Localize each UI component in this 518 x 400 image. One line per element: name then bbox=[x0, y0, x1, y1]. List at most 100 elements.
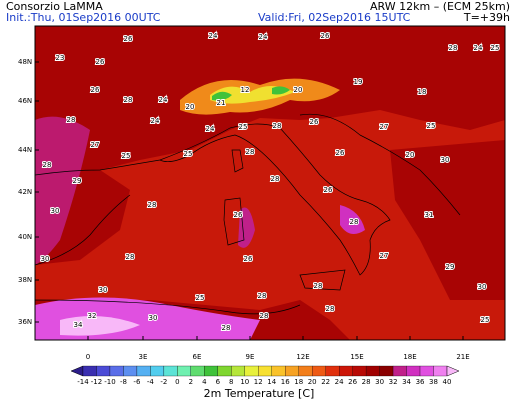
colorbar-segment bbox=[204, 365, 218, 377]
org-name: Consorzio LaMMA bbox=[6, 0, 103, 13]
init-time: Init.:Thu, 01Sep2016 00UTC bbox=[6, 11, 161, 24]
station-value: 26 bbox=[324, 186, 333, 194]
station-value: 25 bbox=[184, 150, 193, 158]
colorbar-arrow-left bbox=[70, 365, 84, 377]
colorbar-segment bbox=[190, 365, 205, 377]
station-value: 21 bbox=[217, 99, 226, 107]
colorbar-segment bbox=[419, 365, 434, 377]
colorbar-segment bbox=[392, 365, 407, 377]
station-value: 24 bbox=[151, 117, 160, 125]
colorbar-segment bbox=[177, 365, 192, 377]
colorbar-label: 6 bbox=[216, 378, 221, 386]
colorbar-segment bbox=[338, 365, 353, 377]
colorbar-segment bbox=[123, 365, 138, 377]
colorbar-label: 20 bbox=[308, 378, 317, 386]
lon-label: 9E bbox=[246, 353, 255, 361]
hot-area bbox=[35, 116, 90, 266]
station-value: 24 bbox=[259, 33, 268, 41]
colorbar-label: -2 bbox=[160, 378, 167, 386]
colorbar-label: -10 bbox=[104, 378, 115, 386]
colorbar-segment bbox=[244, 365, 259, 377]
lead-time: T=+39h bbox=[463, 11, 510, 24]
colorbar-label: -4 bbox=[147, 378, 155, 386]
model-name: ARW 12km – (ECM 25km) bbox=[370, 0, 510, 13]
colorbar-label: 8 bbox=[229, 378, 233, 386]
colorbar-label: 16 bbox=[281, 378, 290, 386]
station-value: 28 bbox=[271, 175, 280, 183]
station-value: 25 bbox=[427, 122, 436, 130]
colorbar-segment bbox=[365, 365, 380, 377]
station-value: 28 bbox=[258, 292, 267, 300]
colorbar-label: 12 bbox=[254, 378, 263, 386]
colorbar-label: 38 bbox=[429, 378, 438, 386]
lon-label: 15E bbox=[350, 353, 363, 361]
valid-time: Valid:Fri, 02Sep2016 15UTC bbox=[258, 11, 411, 24]
colorbar-segment bbox=[109, 365, 124, 377]
map-area bbox=[34, 25, 506, 341]
colorbar-segment bbox=[82, 365, 97, 377]
station-value: 27 bbox=[91, 141, 100, 149]
colorbar-segment bbox=[433, 365, 448, 377]
colorbar-label: -12 bbox=[91, 378, 102, 386]
station-value: 28 bbox=[148, 201, 157, 209]
station-value: 28 bbox=[67, 116, 76, 124]
coastline bbox=[159, 123, 391, 276]
station-value: 28 bbox=[326, 305, 335, 313]
colorbar-label: 2 bbox=[189, 378, 193, 386]
lon-label: 6E bbox=[193, 353, 202, 361]
station-value: 26 bbox=[244, 255, 253, 263]
colorbar-label: 14 bbox=[267, 378, 276, 386]
station-value: 28 bbox=[314, 282, 323, 290]
station-value: 34 bbox=[74, 321, 83, 329]
colorbar-segment bbox=[379, 365, 394, 377]
lon-label: 21E bbox=[456, 353, 469, 361]
colorbar-label: 26 bbox=[348, 378, 357, 386]
colorbar-segment bbox=[96, 365, 111, 377]
hot-area bbox=[238, 207, 255, 248]
lat-label: 40N bbox=[18, 233, 32, 241]
station-value: 19 bbox=[354, 78, 363, 86]
station-value: 27 bbox=[380, 123, 389, 131]
station-value: 28 bbox=[43, 161, 52, 169]
station-value: 30 bbox=[149, 314, 158, 322]
station-value: 28 bbox=[124, 96, 133, 104]
colorbar-segment bbox=[325, 365, 340, 377]
station-value: 20 bbox=[294, 86, 303, 94]
colorbar-title: 2m Temperature [C] bbox=[204, 387, 315, 400]
colorbar-segment bbox=[406, 365, 421, 377]
colorbar-segment bbox=[258, 365, 272, 377]
lon-label: 3E bbox=[139, 353, 148, 361]
station-value: 23 bbox=[56, 54, 65, 62]
colorbar-segment bbox=[163, 365, 178, 377]
colorbar-label: 40 bbox=[443, 378, 452, 386]
lon-label: 12E bbox=[296, 353, 309, 361]
lon-label: 18E bbox=[403, 353, 416, 361]
station-value: 28 bbox=[222, 324, 231, 332]
station-value: 20 bbox=[406, 151, 415, 159]
lat-label: 44N bbox=[18, 146, 32, 154]
colorbar-segment bbox=[150, 365, 165, 377]
hot-area bbox=[60, 316, 140, 336]
coastline bbox=[35, 159, 301, 315]
colorbar-label: -14 bbox=[77, 378, 89, 386]
station-value: 30 bbox=[99, 286, 108, 294]
station-value: 24 bbox=[209, 32, 218, 40]
station-value: 26 bbox=[321, 32, 330, 40]
station-value: 28 bbox=[126, 253, 135, 261]
station-value: 29 bbox=[446, 263, 455, 271]
station-value: 24 bbox=[159, 96, 168, 104]
colorbar-segment bbox=[352, 365, 367, 377]
station-value: 29 bbox=[73, 177, 82, 185]
colorbar-segment bbox=[312, 365, 326, 377]
colorbar-label: 18 bbox=[294, 378, 303, 386]
station-value: 28 bbox=[246, 148, 255, 156]
coastline bbox=[299, 113, 461, 216]
station-value: 28 bbox=[273, 122, 282, 130]
land bbox=[390, 140, 505, 300]
station-value: 26 bbox=[124, 35, 133, 43]
map-frame bbox=[34, 25, 506, 341]
station-value: 25 bbox=[196, 294, 205, 302]
colorbar-label: 4 bbox=[202, 378, 207, 386]
station-value: 28 bbox=[449, 44, 458, 52]
